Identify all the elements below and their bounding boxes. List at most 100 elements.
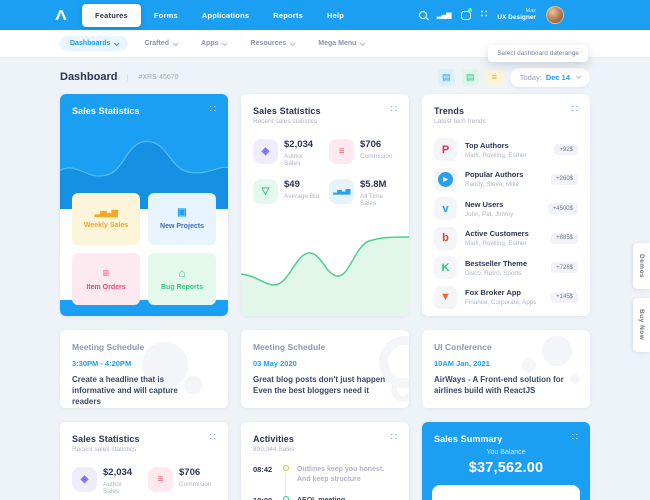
date-selector[interactable]: Today: Dec 14 [509, 67, 590, 87]
meeting-schedule-card-1: Meeting Schedule 3:30PM - 4:20PM Create … [60, 330, 228, 408]
bug-icon: ⌂ [178, 266, 186, 280]
tile-new-projects[interactable]: ▣ New Projects [148, 193, 216, 245]
author-sales-icon: ◈ [72, 467, 97, 492]
document-green-button[interactable]: ▤ [461, 68, 479, 86]
app-logo[interactable]: Λ [55, 6, 67, 24]
conference-date: 10AM Jan, 2021 [434, 359, 490, 368]
subnav-apps[interactable]: Apps [193, 36, 235, 51]
sales-tiles-header: Sales Statistics ∷ [60, 94, 228, 209]
cards-grid: Sales Statistics ∷ ▂▅▃▆ Weekly Sales ▣ [0, 88, 650, 500]
card-subtitle: Latest tech trends [434, 118, 486, 125]
sales-statistics-card-bottom: Sales Statistics Recent sales statistics… [60, 422, 228, 500]
page-toolbar: Dashboard #XRS-45670 ▤ ▤ ≡ Today: Dec 14 [0, 58, 650, 88]
demos-tab[interactable]: Demos [633, 243, 650, 290]
sales-tiles-body: ▂▅▃▆ Weekly Sales ▣ New Projects ≡ Item … [60, 193, 228, 305]
nav-forms[interactable]: Forms [153, 10, 178, 20]
trend-badge: +4500$ [547, 203, 578, 215]
card-menu-icon[interactable]: ∷ [390, 432, 397, 443]
brand-b-icon: b [434, 226, 457, 250]
trend-popular-authors[interactable]: ▶ Popular Authors Randy, Steve, Mike +260… [434, 165, 578, 195]
tile-bug-reports[interactable]: ⌂ Bug Reports [148, 253, 216, 305]
toolbar-actions: ▤ ▤ ≡ Today: Dec 14 [437, 67, 590, 87]
document-blue-button[interactable]: ▤ [437, 68, 455, 86]
chevron-down-icon [172, 39, 179, 46]
trend-active-customers[interactable]: b Active Customers Mark, Rowling, Esther … [434, 224, 578, 254]
subnav-dashboards[interactable]: Dashboards [60, 36, 129, 51]
layers-icon: ≡ [102, 266, 110, 280]
conference-text: AirWays - A Front-end solution for airli… [434, 375, 564, 396]
activity-item[interactable]: 08:42 Outlines keep you honest. And keep… [253, 465, 397, 497]
nav-reports[interactable]: Reports [273, 10, 303, 20]
daterange-tooltip: Select dashboard daterange [488, 45, 588, 62]
summary-sales-row[interactable]: Sales +9.2% [432, 485, 580, 500]
chat-icon[interactable] [460, 7, 472, 20]
nav-applications[interactable]: Applications [201, 10, 250, 20]
stat-commission[interactable]: ≡ $706 Commision [329, 139, 397, 167]
stat-all-time-sales[interactable]: ▂▅▃▆ $5.8M All Time Sales [329, 179, 397, 207]
subnav-crafted[interactable]: Crafted [136, 36, 185, 51]
trend-bestseller-theme[interactable]: K Bestseller Theme Disco, Retro, Sports +… [434, 253, 578, 283]
trend-top-authors[interactable]: P Top Authors Mark, Rowling, Esther +92$ [434, 135, 578, 165]
dashboard-reference: #XRS-45670 [127, 73, 179, 81]
page-title: Dashboard [60, 71, 118, 83]
sales-statistics-card: Sales Statistics Recent sales statistics… [241, 94, 409, 316]
card-subtitle: Recent sales statistics [72, 446, 137, 453]
card-menu-icon[interactable]: ∷ [390, 104, 397, 115]
card-menu-icon[interactable]: ∷ [571, 432, 578, 443]
avatar[interactable] [546, 6, 564, 24]
sales-statistics-tiles-card: Sales Statistics ∷ ▂▅▃▆ Weekly Sales ▣ [60, 94, 228, 316]
card-subtitle: 890,344 Sales [253, 446, 295, 453]
trend-badge: +885$ [551, 232, 578, 244]
average-bid-icon: ▽ [253, 179, 278, 204]
user-name: Max [525, 7, 536, 14]
trend-fox-broker-app[interactable]: ▼ Fox Broker App Finance, Corporate, Apps… [434, 283, 578, 313]
card-title: Sales Statistics [72, 434, 140, 444]
meeting-date: 03 May 2020 [253, 359, 297, 368]
briefcase-icon: ▣ [177, 207, 187, 218]
nav-features[interactable]: Features [82, 3, 141, 27]
main-nav: Features Forms Applications Reports Help [82, 3, 355, 27]
bar-chart-icon: ▂▅▃▆ [94, 208, 118, 217]
stat-commission[interactable]: ≡ $706 Commision [148, 467, 216, 495]
secondary-nav: Dashboards Crafted Apps Resources Mega M… [0, 30, 650, 58]
apps-grid-icon[interactable]: ∷ [480, 9, 488, 20]
commission-icon: ≡ [148, 467, 173, 492]
chevron-down-icon [575, 73, 582, 80]
tile-item-orders[interactable]: ≡ Item Orders [72, 253, 140, 305]
brand-p-icon: P [434, 138, 457, 162]
stat-author-sales[interactable]: ◈ $2,034 Author Sales [72, 467, 140, 495]
activity-item[interactable]: 10:00 AEOL meeting [253, 496, 397, 500]
sales-summary-card: Sales Summary ∷ You Balance $37,562.00 S… [422, 422, 590, 500]
tile-label: Bug Reports [161, 284, 203, 291]
commission-icon: ≡ [329, 139, 354, 164]
search-icon[interactable] [418, 11, 427, 19]
nav-help[interactable]: Help [326, 10, 345, 20]
card-menu-icon[interactable]: ∷ [571, 104, 578, 115]
trends-card: Trends Latest tech trends ∷ P Top Author… [422, 94, 590, 316]
buy-now-tab[interactable]: Buy Now [633, 298, 650, 352]
chevron-down-icon [290, 39, 296, 46]
stat-average-bid[interactable]: ▽ $49 Average Bid [253, 179, 321, 207]
card-menu-icon[interactable]: ∷ [209, 104, 216, 115]
card-title: Sales Summary [434, 434, 503, 444]
subnav-resources[interactable]: Resources [242, 36, 302, 51]
stat-author-sales[interactable]: ◈ $2,034 Author Sales [253, 139, 321, 167]
user-info[interactable]: Max UX Designer [497, 8, 536, 23]
card-title: Sales Statistics [253, 106, 321, 116]
tile-label: Item Orders [86, 284, 126, 291]
analytics-icon[interactable]: ▂▄▆ [436, 12, 452, 19]
card-subtitle: Recent sales statistics [253, 118, 318, 125]
kickstarter-icon: K [434, 256, 457, 280]
telegram-icon: ▶ [434, 167, 457, 191]
card-menu-icon[interactable]: ∷ [209, 432, 216, 443]
trend-badge: +726$ [551, 262, 578, 274]
trend-new-users[interactable]: v New Users John, Pat, Jimmy +4500$ [434, 194, 578, 224]
trend-list: P Top Authors Mark, Rowling, Esther +92$ … [434, 135, 578, 312]
subnav-mega-menu[interactable]: Mega Menu [310, 36, 372, 51]
blue-wave-chart [60, 140, 228, 209]
list-yellow-button[interactable]: ≡ [485, 68, 503, 86]
tile-weekly-sales[interactable]: ▂▅▃▆ Weekly Sales [72, 193, 140, 245]
card-title: Trends [434, 106, 465, 116]
